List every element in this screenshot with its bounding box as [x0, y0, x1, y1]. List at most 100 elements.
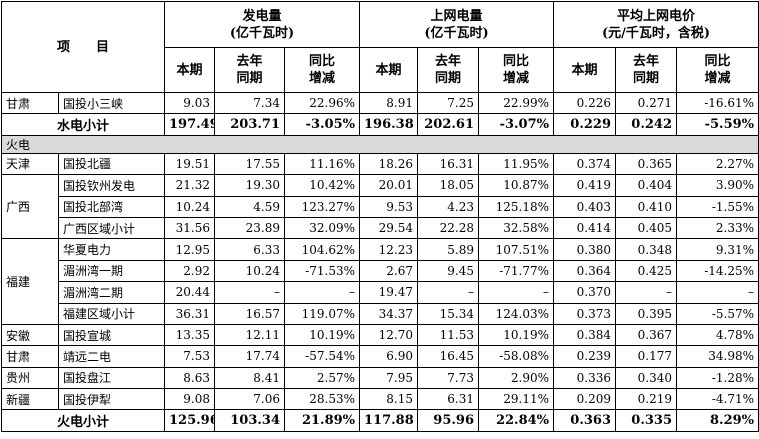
- value-cell: 0.405: [615, 216, 678, 240]
- value-cell: 9.03: [164, 91, 216, 115]
- plant-name: 国投北部湾: [57, 195, 166, 218]
- plant-name: 福建区域小计: [57, 302, 166, 325]
- column-label: 本期: [176, 62, 203, 78]
- value-cell: 9.08: [164, 388, 216, 411]
- value-cell: 7.95: [359, 366, 419, 390]
- value-cell: 8.63: [164, 366, 216, 390]
- value-cell: -3.05%: [284, 113, 361, 136]
- value-cell: 0.219: [615, 388, 678, 411]
- value-cell: 31.56: [164, 216, 216, 240]
- value-cell: 0.177: [615, 345, 678, 368]
- subtotal-label: 水电小计: [0, 113, 166, 136]
- value-cell: 3.90%: [676, 174, 759, 197]
- plant-name: 湄洲湾一期: [57, 259, 166, 283]
- value-cell: 29.11%: [478, 388, 555, 411]
- plant-name: 国投钦州发电: [57, 174, 166, 197]
- value-cell: -57.54%: [284, 345, 361, 368]
- column-header: 去年同期: [615, 47, 678, 93]
- value-cell: 11.16%: [284, 152, 361, 176]
- column-header: 同比增减: [478, 47, 555, 93]
- value-cell: 10.24: [164, 195, 216, 218]
- value-cell: -4.71%: [676, 388, 759, 411]
- table-row: 甘肃 靖远二电 7.53 17.74 -57.54% 6.90 16.45 -58.08% 0.…: [1, 345, 759, 368]
- value-cell: 8.15: [359, 388, 419, 411]
- value-cell: 2.33%: [676, 216, 759, 240]
- value-cell: 0.367: [615, 323, 678, 347]
- value-cell: 125.18%: [478, 195, 555, 218]
- table-row: 贵州 国投盘江 8.63 8.41 2.57% 7.95 7.73 2.90% 0.336 0.3…: [1, 366, 759, 390]
- value-cell: 7.34: [214, 91, 286, 115]
- value-cell: -71.53%: [284, 259, 361, 283]
- value-cell: 6.33: [214, 238, 286, 261]
- value-cell: 7.73: [417, 366, 480, 390]
- value-cell: 36.31: [164, 302, 216, 325]
- group-header: 上网电量 (亿千瓦时): [359, 1, 555, 48]
- value-cell: 123.27%: [284, 195, 361, 218]
- region-cell: 天津: [1, 152, 59, 176]
- value-cell: 4.59: [214, 195, 286, 218]
- value-cell: 196.38: [359, 113, 419, 136]
- value-cell: 0.271: [615, 91, 678, 115]
- table-row: 广西 国投钦州发电 21.32 19.30 10.42% 20.01 18.05 10.87%…: [1, 174, 759, 240]
- plant-name: 国投盘江: [57, 366, 166, 390]
- value-cell: 0.348: [615, 238, 678, 261]
- table-row: 本期 去年同期 同比增减 本期 去年同期 同比增减 本期 去年同期 同比增减: [2, 47, 759, 93]
- value-cell: 0.414: [553, 216, 617, 240]
- value-cell: 0.384: [553, 323, 617, 347]
- value-cell: 20.01: [359, 174, 419, 197]
- value-cell: 22.28: [417, 216, 480, 240]
- value-cell: 107.51%: [478, 238, 555, 261]
- column-header: 去年同期: [214, 47, 286, 93]
- value-cell: 125.96: [164, 409, 216, 432]
- value-cell: -5.57%: [676, 302, 759, 325]
- table-row: 国投北部湾 10.24 4.59 123.27% 9.53 4.23 125.18% 0.40…: [2, 195, 759, 218]
- value-cell: 11.95%: [478, 152, 555, 176]
- value-cell: 7.53: [164, 345, 216, 368]
- value-cell: -16.61%: [676, 91, 759, 115]
- value-cell: –: [478, 281, 555, 304]
- value-cell: 0.410: [615, 195, 678, 218]
- value-cell: 9.45: [417, 259, 480, 283]
- value-cell: 0.373: [553, 302, 617, 325]
- value-cell: 0.364: [553, 259, 617, 283]
- group-header: 发电量 (亿千瓦时): [164, 1, 361, 48]
- column-header: 本期: [359, 47, 419, 93]
- value-cell: 10.42%: [284, 174, 361, 197]
- table-row: 火电小计 125.96 103.34 21.89% 117.88 95.96 22.84% 0…: [0, 409, 759, 432]
- column-label: 本期: [375, 62, 402, 78]
- column-label: 本期: [571, 62, 598, 78]
- value-cell: 34.37: [359, 302, 419, 325]
- value-cell: 119.07%: [284, 302, 361, 325]
- value-cell: 19.30: [214, 174, 286, 197]
- value-cell: -5.59%: [676, 113, 759, 136]
- item-header: 项 目: [0, 1, 166, 93]
- value-cell: 0.340: [615, 366, 678, 390]
- value-cell: 0.365: [615, 152, 678, 176]
- plant-name: 国投北疆: [57, 152, 166, 176]
- table-row: 湄洲湾二期 20.44– –19.47– –0.370– –: [2, 281, 759, 304]
- table-row: 新疆 国投伊犁 9.08 7.06 28.53% 8.15 6.31 29.11% 0.209 0…: [1, 388, 759, 411]
- column-label: 去年同期: [236, 54, 263, 86]
- value-cell: 0.363: [553, 409, 617, 432]
- table-row: 安徽 国投宣城 13.35 12.11 10.19% 12.70 11.53 10.19% 0.…: [1, 323, 759, 347]
- value-cell: –: [214, 281, 286, 304]
- value-cell: 0.403: [553, 195, 617, 218]
- group-title: 发电量: [242, 8, 282, 24]
- region-cell: 贵州: [1, 366, 59, 390]
- value-cell: 12.23: [359, 238, 419, 261]
- value-cell: 10.24: [214, 259, 286, 283]
- table-row: 福建 华夏电力 12.95 6.33 104.62% 12.23 5.89 107.51% 0.…: [1, 238, 759, 325]
- value-cell: 32.09%: [284, 216, 361, 240]
- value-cell: 5.89: [417, 238, 480, 261]
- region-cell: 新疆: [1, 388, 59, 411]
- value-cell: 20.44: [164, 281, 216, 304]
- value-cell: 22.84%: [478, 409, 555, 432]
- value-cell: 0.239: [553, 345, 617, 368]
- column-label: 同比增减: [309, 54, 336, 86]
- column-label: 去年同期: [633, 54, 660, 86]
- value-cell: 0.226: [553, 91, 617, 115]
- group-unit: (元/千瓦时，含税): [601, 25, 711, 41]
- value-cell: –: [676, 281, 759, 304]
- value-cell: 16.57: [214, 302, 286, 325]
